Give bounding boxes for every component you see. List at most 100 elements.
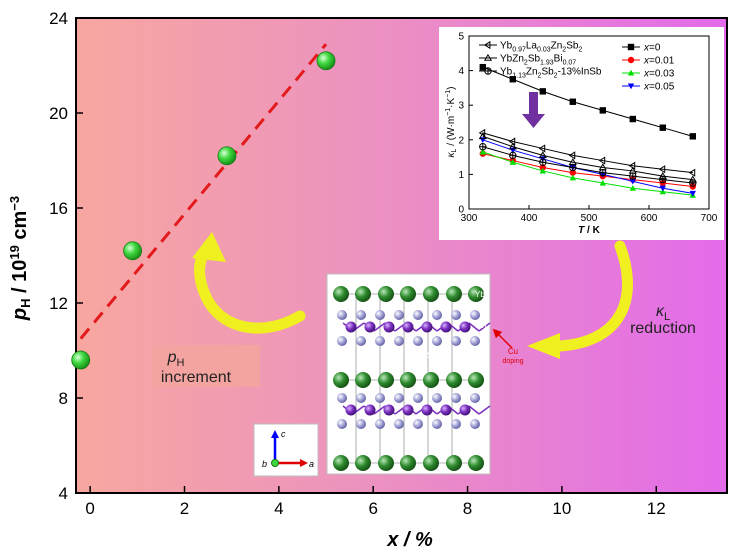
downward-arrow xyxy=(522,92,545,128)
x-axis-title: x / % xyxy=(386,529,433,551)
bond xyxy=(478,322,491,332)
axis-label-a: a xyxy=(309,459,314,469)
y-tick-label: 20 xyxy=(49,104,68,123)
yb-atom xyxy=(446,455,462,471)
data-point xyxy=(658,165,666,174)
inset-panel: 300 400 500 600 700 0 1 2 3 4 5 T / K κL / (W·m−1·… xyxy=(439,27,724,240)
x-tick-label: 6 xyxy=(368,499,377,518)
inset-x-tick-label: 300 xyxy=(461,213,478,224)
axis-label-c: c xyxy=(281,429,286,439)
yb-atom xyxy=(378,372,394,388)
series-line xyxy=(482,151,693,196)
data-point xyxy=(508,137,516,146)
main-axis-ticks xyxy=(76,17,657,494)
fit-line xyxy=(79,43,328,340)
legend-label: Yb0.97La0.03Zn2Sb2 xyxy=(500,41,582,54)
plot-frame xyxy=(75,17,728,494)
inset-x-tick-label: 600 xyxy=(641,213,658,224)
inset-axis-ticks xyxy=(468,35,710,210)
zn-atom xyxy=(413,310,423,320)
zn-atom xyxy=(394,310,404,320)
sb-atom xyxy=(402,404,414,416)
zn-atom xyxy=(470,336,480,346)
x-tick-label: 0 xyxy=(85,499,94,518)
lattice-axes-icon: c a b xyxy=(253,423,319,477)
zn-atom xyxy=(413,393,423,403)
zn-atom xyxy=(356,336,366,346)
data-point xyxy=(478,132,487,140)
yb-atom xyxy=(378,455,394,471)
data-points xyxy=(71,51,336,370)
y-tick-label: 8 xyxy=(59,389,68,408)
yb-atom xyxy=(423,286,439,302)
data-point xyxy=(538,151,547,159)
data-point xyxy=(627,69,635,76)
data-point xyxy=(629,115,636,123)
data-point xyxy=(539,164,546,171)
axis-label-b: b xyxy=(262,459,267,469)
inset-y-tick-label: 2 xyxy=(458,135,464,146)
sb-atom xyxy=(345,404,357,416)
inset-series xyxy=(478,63,697,198)
zn-atom xyxy=(470,310,480,320)
yb-atom xyxy=(468,372,484,388)
reduction-label: κL xyxy=(656,303,670,323)
yb-atom xyxy=(446,286,462,302)
increment-label-line2: increment xyxy=(161,369,232,386)
data-point xyxy=(689,133,696,140)
data-point xyxy=(509,159,516,165)
zn-atom xyxy=(432,336,442,346)
data-point xyxy=(627,83,635,90)
bond xyxy=(468,322,480,332)
data-point xyxy=(569,174,576,181)
x-tick-label: 2 xyxy=(180,499,189,518)
zn-atom xyxy=(394,419,404,429)
bond xyxy=(468,405,480,415)
inset-tick-labels: 300 400 500 600 700 0 1 2 3 4 5 xyxy=(458,32,717,225)
zn-atom xyxy=(337,419,347,429)
inset-y-axis-title: κL / (W·m−1·K−1) xyxy=(445,87,458,158)
zn-atom xyxy=(432,310,442,320)
series-line xyxy=(482,139,693,194)
yb-atom xyxy=(446,372,462,388)
zn-atom xyxy=(413,419,423,429)
sb-atom xyxy=(421,321,433,333)
sb-atom xyxy=(364,404,376,416)
legend-label: x=0 xyxy=(643,43,661,54)
zn-atom xyxy=(375,393,385,403)
data-point xyxy=(569,98,576,105)
y-tick-label: 16 xyxy=(49,199,68,218)
zn-atom xyxy=(356,393,366,403)
data-point xyxy=(627,56,635,64)
series-line xyxy=(482,132,693,174)
data-point xyxy=(627,43,635,51)
zn-atom xyxy=(375,310,385,320)
sb-atom xyxy=(345,321,357,333)
data-point xyxy=(568,151,576,160)
zn-atom xyxy=(451,310,461,320)
data-point xyxy=(479,148,486,155)
atom-label-yb: Yb xyxy=(475,290,485,299)
zn-atom xyxy=(470,393,480,403)
inset-y-tick-label: 1 xyxy=(458,170,464,181)
data-point xyxy=(479,63,486,71)
inset-series-group xyxy=(478,128,696,177)
series-line xyxy=(482,146,693,184)
bond xyxy=(373,322,386,332)
zn-atom xyxy=(432,393,442,403)
yb-atom xyxy=(400,455,416,471)
data-point xyxy=(509,76,516,83)
yb-atom xyxy=(333,455,349,471)
data-point xyxy=(599,107,606,114)
yb-atom xyxy=(400,372,416,388)
yb-atom xyxy=(355,372,371,388)
bond xyxy=(373,405,386,415)
y-tick-label: 4 xyxy=(59,484,68,503)
y-tick-label: 24 xyxy=(49,9,68,28)
increment-label: pH xyxy=(167,349,185,369)
yb-atom xyxy=(378,286,394,302)
inset-x-tick-label: 400 xyxy=(521,213,538,224)
legend-label: x=0.03 xyxy=(643,69,675,80)
cu-doping-arrow xyxy=(492,328,513,349)
